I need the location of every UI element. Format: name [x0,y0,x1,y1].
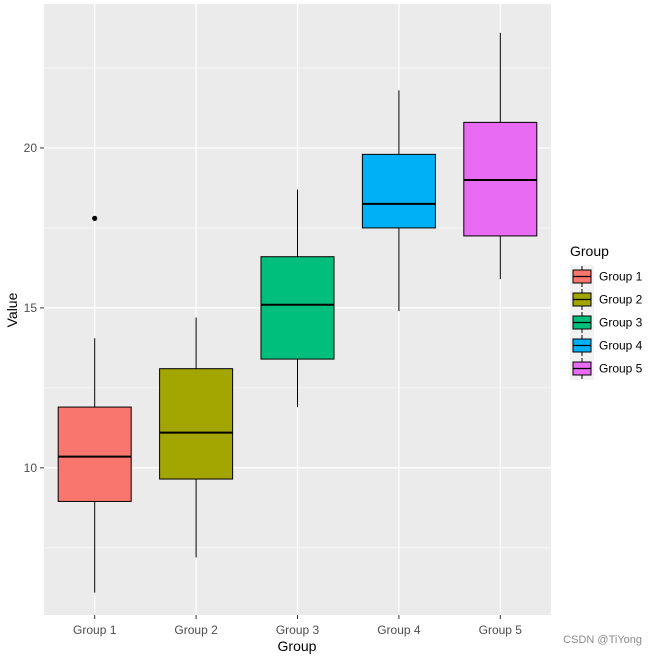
x-tick-label: Group 4 [377,623,421,637]
legend-label: Group 2 [599,293,643,307]
box-iqr [361,153,436,229]
box-iqr [57,406,132,502]
y-axis-title: Value [4,292,20,327]
x-axis-title: Group [278,638,317,654]
box-iqr [260,256,335,360]
legend-label: Group 1 [599,270,643,284]
box-group [260,189,335,408]
x-tick-label: Group 5 [479,623,523,637]
legend-title: Group [570,243,609,259]
box-group [57,215,132,593]
outlier-point [92,215,98,221]
axes-layer: 10 15 20 Group 1 Group 2 Group 3 Group 4 Group … [24,141,523,637]
y-tick-label: 20 [24,141,38,155]
legend-label: Group 4 [599,339,643,353]
legend-label: Group 3 [599,316,643,330]
box-group [463,32,538,280]
legend-label: Group 5 [599,362,643,376]
box-group [361,90,436,312]
box-iqr [159,368,234,480]
y-tick-label: 10 [24,461,38,475]
box-layer [57,32,538,593]
x-tick-label: Group 2 [174,623,218,637]
x-tick-label: Group 1 [73,623,117,637]
legend: Group Group 1 Group 2 Group 3 Group 4 Group … [570,243,643,380]
watermark: CSDN @TiYong [563,634,642,646]
x-tick-label: Group 3 [276,623,320,637]
y-tick-label: 15 [24,301,38,315]
box-group [159,317,234,558]
